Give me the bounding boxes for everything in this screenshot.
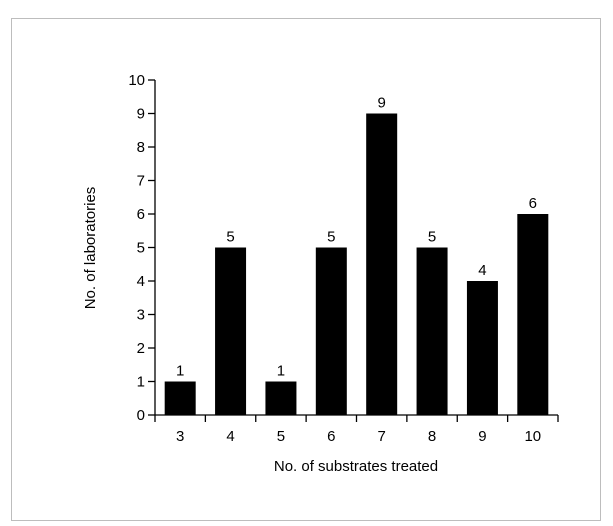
x-tick-label: 5 (277, 428, 285, 445)
chart-frame (11, 18, 601, 521)
bar (517, 214, 549, 415)
bar-data-label: 9 (378, 95, 386, 112)
data-labels-group: 1 5 1 5 9 5 4 6 (176, 95, 537, 380)
x-tick-label: 9 (478, 428, 486, 445)
x-tick-label: 6 (327, 428, 335, 445)
bar (315, 247, 347, 415)
bar-data-label: 5 (327, 229, 335, 246)
y-tick-label: 5 (137, 240, 145, 257)
bar-data-label: 5 (226, 229, 234, 246)
y-tick-label: 1 (137, 374, 145, 391)
y-tick-label: 9 (137, 106, 145, 123)
y-tick-label: 6 (137, 206, 145, 223)
y-tick-label: 7 (137, 173, 145, 190)
y-tick-label: 2 (137, 340, 145, 357)
bar (416, 247, 448, 415)
x-tick-label: 4 (226, 428, 234, 445)
y-tick-label: 4 (137, 273, 145, 290)
x-tick-label: 8 (428, 428, 436, 445)
y-tick-label: 3 (137, 307, 145, 324)
x-axis: 3 4 5 6 7 8 9 10 (154, 414, 559, 445)
x-tick-label: 10 (524, 428, 541, 445)
bar (366, 113, 398, 415)
bar (215, 247, 247, 415)
bar (164, 381, 196, 415)
bar (466, 281, 498, 415)
bar-data-label: 1 (176, 363, 184, 380)
y-tick-label: 10 (128, 72, 145, 89)
x-tick-label: 7 (378, 428, 386, 445)
bars-group (164, 113, 549, 415)
y-tick-label: 0 (137, 407, 145, 424)
bar-data-label: 1 (277, 363, 285, 380)
y-axis: 0 1 2 3 4 5 6 7 8 9 10 (128, 72, 156, 424)
bar-data-label: 6 (529, 195, 537, 212)
x-tick-label: 3 (176, 428, 184, 445)
bar (265, 381, 297, 415)
bar-data-label: 5 (428, 229, 436, 246)
x-axis-title: No. of substrates treated (274, 458, 438, 475)
y-tick-label: 8 (137, 139, 145, 156)
y-axis-title: No. of laboratories (82, 187, 99, 310)
bar-data-label: 4 (478, 262, 486, 279)
